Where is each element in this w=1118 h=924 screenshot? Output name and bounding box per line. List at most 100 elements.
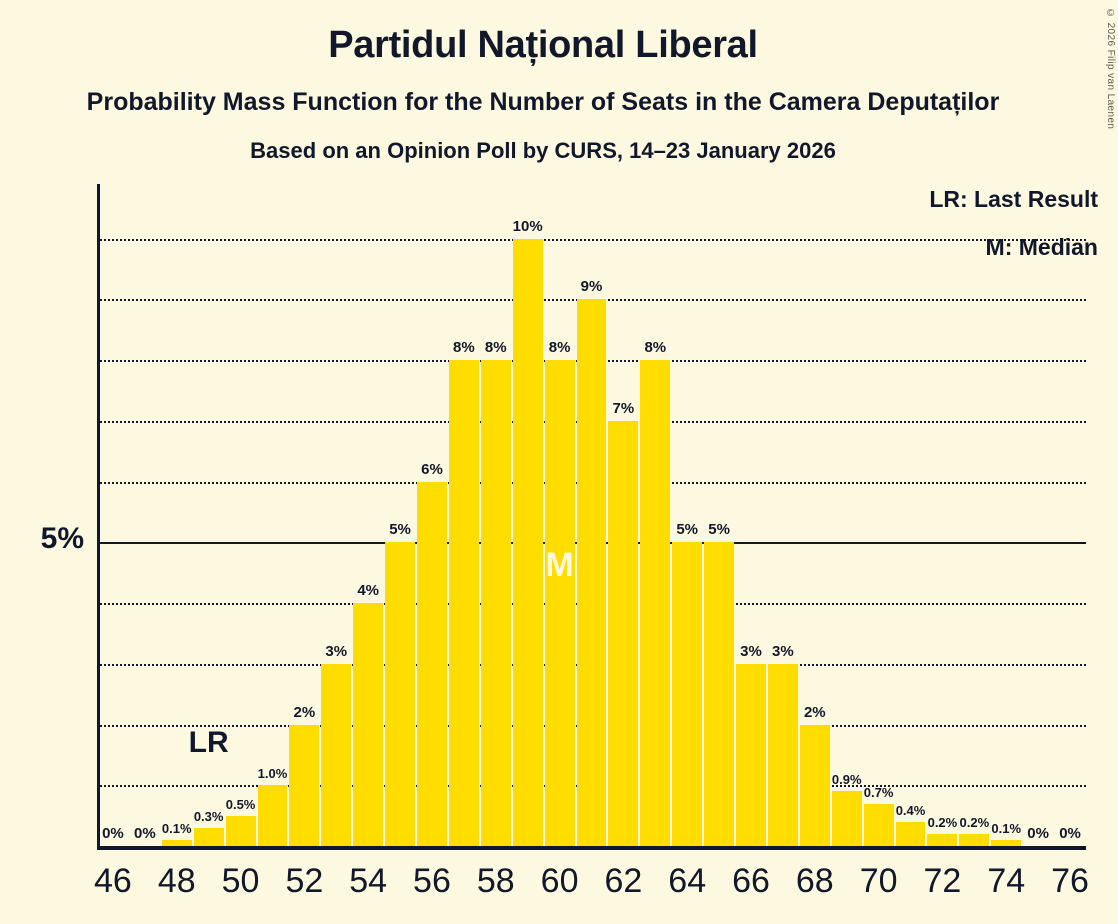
bar-slot-seat-48[interactable]: 0.1% (161, 806, 193, 846)
bar-value-label-seat-67: 3% (772, 642, 794, 660)
bar-value-label-seat-69: 0.9% (831, 772, 862, 788)
bar-seat-62[interactable] (608, 420, 639, 846)
bar-slot-seat-68[interactable]: 2% (799, 691, 831, 846)
bar-slot-seat-54[interactable]: 4% (352, 569, 384, 846)
bar-seat-50[interactable] (225, 815, 256, 846)
chart-subtitle: Probability Mass Function for the Number… (86, 88, 1000, 116)
x-tick-58: 58 (476, 862, 515, 900)
bar-slot-seat-58[interactable]: 8% (480, 326, 512, 846)
bar-seat-69[interactable] (831, 791, 862, 846)
bar-seat-63[interactable] (640, 360, 671, 846)
bar-seat-71[interactable] (895, 821, 926, 846)
bar-slot-seat-66[interactable]: 3% (735, 630, 767, 846)
x-tick-50: 50 (221, 862, 260, 900)
bar-slot-seat-73[interactable]: 0.2% (958, 800, 990, 846)
bar-slot-seat-50[interactable]: 0.5% (225, 782, 257, 846)
x-tick-68: 68 (795, 862, 834, 900)
page-title: Partidul Național Liberal (328, 24, 758, 66)
bar-slot-seat-72[interactable]: 0.2% (926, 800, 958, 846)
bar-seat-58[interactable] (480, 360, 511, 846)
bar-slot-seat-53[interactable]: 3% (320, 630, 352, 846)
bar-seat-74[interactable] (991, 839, 1022, 846)
bar-value-label-seat-75: 0% (1027, 825, 1049, 842)
bar-seat-68[interactable] (799, 724, 830, 846)
bar-slot-seat-56[interactable]: 6% (416, 448, 448, 846)
legend-median: M: Median (985, 234, 1098, 260)
bar-seat-57[interactable] (448, 360, 479, 846)
bar-seat-48[interactable] (161, 839, 192, 846)
bar-seat-53[interactable] (321, 663, 352, 846)
legend-last-result: LR: Last Result (929, 186, 1098, 212)
median-marker: M (545, 546, 574, 584)
bar-value-label-seat-62: 7% (612, 399, 635, 417)
bar-seat-73[interactable] (959, 833, 990, 846)
y-axis-label-5-percent: 5% (40, 522, 84, 556)
bar-slot-seat-52[interactable]: 2% (288, 691, 320, 846)
bar-slot-seat-76[interactable]: 0% (1054, 812, 1086, 846)
bar-seat-52[interactable] (289, 724, 320, 846)
bar-seat-51[interactable] (257, 785, 288, 846)
bar-seat-59[interactable] (512, 238, 543, 846)
bar-seat-72[interactable] (927, 833, 958, 846)
bar-slot-seat-51[interactable]: 1.0% (257, 751, 289, 846)
bar-seat-64[interactable] (672, 542, 703, 846)
x-tick-62: 62 (604, 862, 643, 900)
bar-slot-seat-55[interactable]: 5% (384, 508, 416, 846)
bar-value-label-seat-49: 0.3% (193, 808, 224, 824)
bar-value-label-seat-50: 0.5% (225, 796, 256, 812)
last-result-marker: LR (188, 726, 229, 759)
bar-slot-seat-46[interactable]: 0% (97, 812, 129, 846)
bar-value-label-seat-51: 1.0% (257, 766, 288, 782)
bar-seat-61[interactable] (576, 299, 607, 846)
bar-value-label-seat-57: 8% (453, 339, 475, 357)
bar-slot-seat-47[interactable]: 0% (129, 812, 161, 846)
bar-value-label-seat-65: 5% (708, 521, 730, 539)
bar-value-label-seat-59: 10% (512, 217, 543, 235)
bar-slot-seat-67[interactable]: 3% (767, 630, 799, 846)
bar-seat-65[interactable] (704, 542, 735, 846)
bar-slot-seat-59[interactable]: 10% (512, 205, 544, 846)
bar-value-label-seat-76: 0% (1059, 825, 1081, 842)
bar-slot-seat-75[interactable]: 0% (1022, 812, 1054, 846)
x-tick-60: 60 (540, 862, 579, 900)
bar-slot-seat-64[interactable]: 5% (671, 508, 703, 846)
x-tick-66: 66 (732, 862, 770, 900)
bar-seat-60[interactable] (544, 360, 575, 846)
bar-seat-70[interactable] (863, 803, 894, 846)
x-tick-46: 46 (94, 862, 132, 900)
bar-seat-67[interactable] (767, 663, 798, 846)
x-tick-70: 70 (859, 862, 898, 900)
bar-seat-66[interactable] (736, 663, 766, 846)
bar-slot-seat-61[interactable]: 9% (576, 265, 608, 846)
bar-value-label-seat-70: 0.7% (863, 784, 894, 800)
chart-source-note: Based on an Opinion Poll by CURS, 14–23 … (250, 138, 836, 163)
bar-slot-seat-69[interactable]: 0.9% (831, 757, 863, 846)
bar-seat-55[interactable] (385, 542, 416, 846)
bar-value-label-seat-54: 4% (357, 582, 379, 600)
bar-slot-seat-62[interactable]: 7% (607, 387, 639, 846)
x-tick-64: 64 (668, 862, 707, 900)
bar-value-label-seat-58: 8% (484, 339, 507, 357)
bar-value-label-seat-72: 0.2% (927, 814, 958, 830)
bar-slot-seat-70[interactable]: 0.7% (863, 770, 895, 846)
bar-seat-49[interactable] (193, 827, 224, 846)
bar-value-label-seat-52: 2% (293, 703, 316, 721)
bar-slot-seat-65[interactable]: 5% (703, 508, 735, 846)
bar-value-label-seat-47: 0% (133, 825, 156, 842)
bar-slot-seat-57[interactable]: 8% (448, 326, 480, 846)
bar-value-label-seat-68: 2% (803, 703, 826, 721)
bar-seat-54[interactable] (353, 603, 384, 846)
bar-value-label-seat-64: 5% (676, 521, 699, 539)
bar-value-label-seat-55: 5% (389, 521, 411, 539)
bar-slot-seat-49[interactable]: 0.3% (193, 794, 225, 846)
x-tick-56: 56 (413, 862, 451, 900)
bar-seat-56[interactable] (417, 481, 447, 846)
bar-value-label-seat-53: 3% (325, 642, 348, 660)
bar-slot-seat-74[interactable]: 0.1% (990, 806, 1022, 846)
bar-slot-seat-60[interactable]: 8% (544, 326, 576, 846)
bar-value-label-seat-61: 9% (580, 278, 603, 296)
bar-value-label-seat-71: 0.4% (895, 802, 926, 818)
bar-slot-seat-71[interactable]: 0.4% (895, 788, 927, 846)
bar-slot-seat-63[interactable]: 8% (639, 326, 671, 846)
